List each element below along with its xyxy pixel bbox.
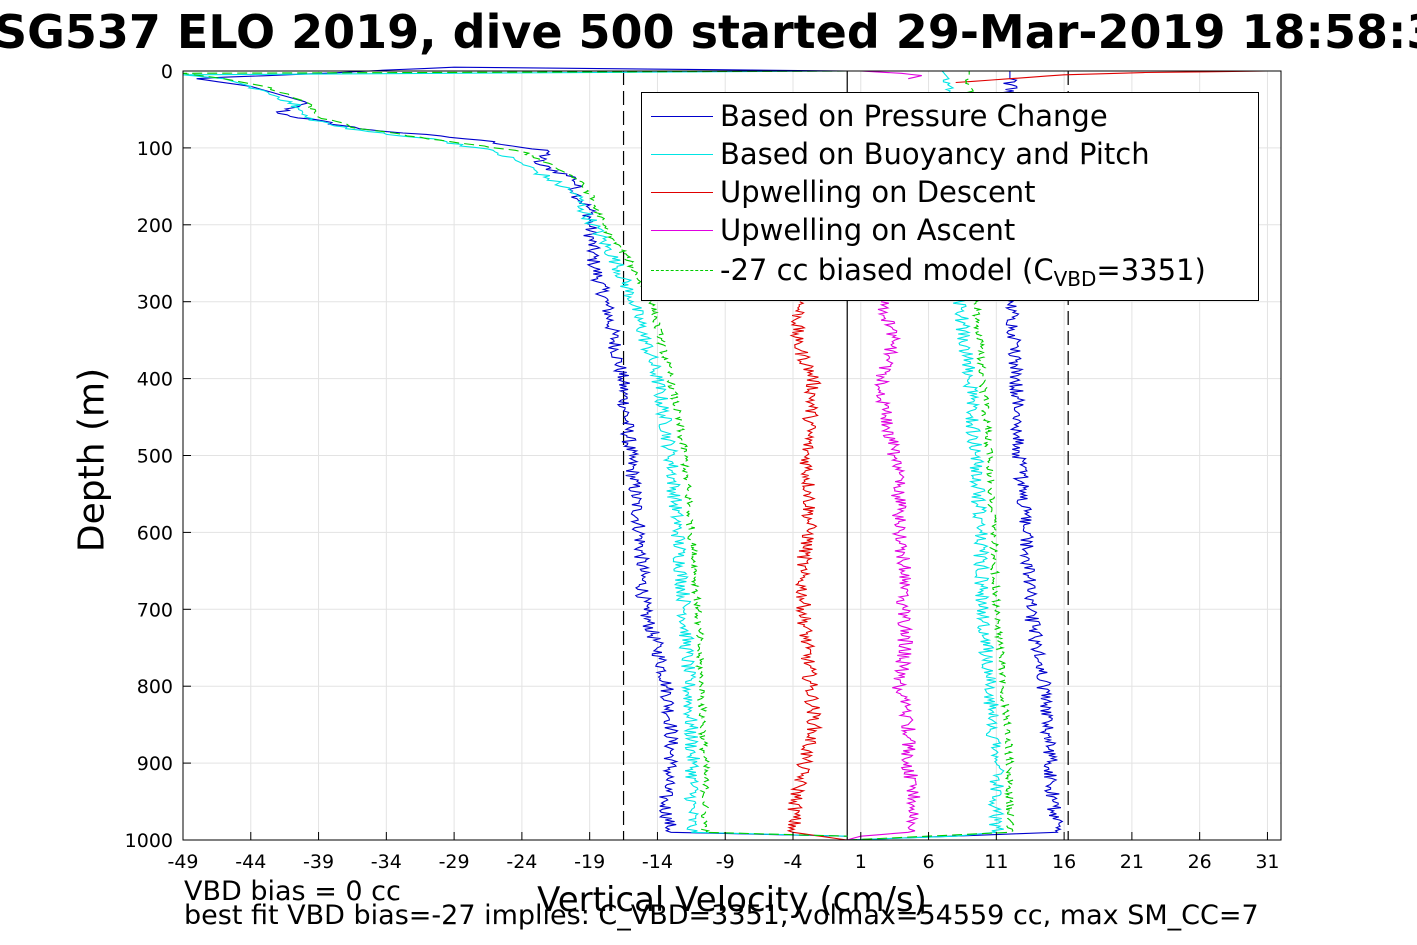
legend-line-pressure [651, 116, 713, 117]
y-tick-label: 300 [137, 292, 173, 314]
x-tick-label: 31 [1255, 851, 1279, 873]
y-tick-label: 400 [137, 369, 173, 391]
chart-title: SG537 ELO 2019, dive 500 started 29-Mar-… [0, 6, 1417, 58]
y-tick-label: 800 [137, 676, 173, 698]
x-tick-label: 16 [1052, 851, 1076, 873]
x-tick-label: -44 [235, 851, 266, 873]
legend-label-model: -27 cc biased model (CVBD=3351) [720, 253, 1206, 296]
footnote-best-fit: best fit VBD bias=-27 implies: C_VBD=335… [184, 900, 1259, 931]
legend-label-upwelling-ascent: Upwelling on Ascent [720, 213, 1016, 247]
chart-title-text: SG537 ELO 2019, dive 500 started 29-Mar-… [0, 6, 1417, 58]
x-tick-label: 26 [1188, 851, 1212, 873]
series-line [860, 70, 922, 80]
x-tick-label: -14 [642, 851, 673, 873]
y-tick-label: 1000 [125, 830, 173, 852]
x-ticks: -49 -44 -39 -34 -29 -24 -19 -14 -9 -4 1 6 11 16 21 26 31 [167, 832, 1280, 873]
series-line [196, 66, 848, 837]
legend-line-upwelling-descent [651, 192, 713, 193]
legend-line-buoyancy [651, 154, 713, 155]
series-line [786, 301, 848, 841]
legend-label-pressure: Based on Pressure Change [720, 99, 1108, 133]
y-tick-label: 200 [137, 215, 173, 237]
legend: Based on Pressure Change Based on Buoyan… [641, 92, 1259, 301]
x-tick-label: -4 [784, 851, 803, 873]
y-tick-label: 600 [137, 522, 173, 544]
legend-model-prefix: -27 cc biased model (C [720, 253, 1054, 287]
footnote-vbd-bias: VBD bias = 0 cc [184, 876, 401, 907]
x-tick-label: -9 [716, 851, 735, 873]
x-tick-label: 21 [1120, 851, 1144, 873]
legend-line-model [651, 270, 713, 271]
legend-label-buoyancy: Based on Buoyancy and Pitch [720, 137, 1150, 171]
y-tick-label: 700 [137, 599, 173, 621]
y-axis-label: Depth (m) [71, 367, 113, 553]
y-tick-label: 0 [161, 61, 173, 83]
series-line [182, 70, 848, 837]
legend-model-sub: VBD [1053, 267, 1097, 291]
x-tick-label: 6 [923, 851, 935, 873]
series-line [182, 70, 848, 837]
x-tick-label: -24 [506, 851, 537, 873]
x-tick-label: -39 [303, 851, 334, 873]
x-tick-label: -29 [439, 851, 470, 873]
legend-item-model: -27 cc biased model (CVBD=3351) [642, 251, 1258, 291]
x-tick-label: 1 [855, 851, 867, 873]
legend-label-upwelling-descent: Upwelling on Descent [720, 175, 1036, 209]
x-tick-label: 11 [984, 851, 1008, 873]
series-line [955, 70, 1268, 84]
y-tick-label: 500 [137, 446, 173, 468]
x-axis-label: Vertical Velocity (cm/s) [537, 880, 927, 920]
legend-model-suffix: =3351) [1096, 253, 1206, 287]
legend-item-buoyancy: Based on Buoyancy and Pitch [642, 135, 1258, 173]
series-line [847, 301, 921, 841]
x-tick-label: -19 [574, 851, 605, 873]
x-tick-label: -49 [167, 851, 198, 873]
y-tick-label: 900 [137, 753, 173, 775]
y-tick-label: 100 [137, 138, 173, 160]
x-tick-label: -34 [371, 851, 402, 873]
legend-line-upwelling-ascent [651, 230, 713, 231]
legend-item-pressure: Based on Pressure Change [642, 97, 1258, 135]
legend-item-upwelling-descent: Upwelling on Descent [642, 173, 1258, 211]
y-ticks: 0 100 200 300 400 500 600 700 800 900 1000 [125, 61, 191, 852]
legend-item-upwelling-ascent: Upwelling on Ascent [642, 211, 1258, 249]
